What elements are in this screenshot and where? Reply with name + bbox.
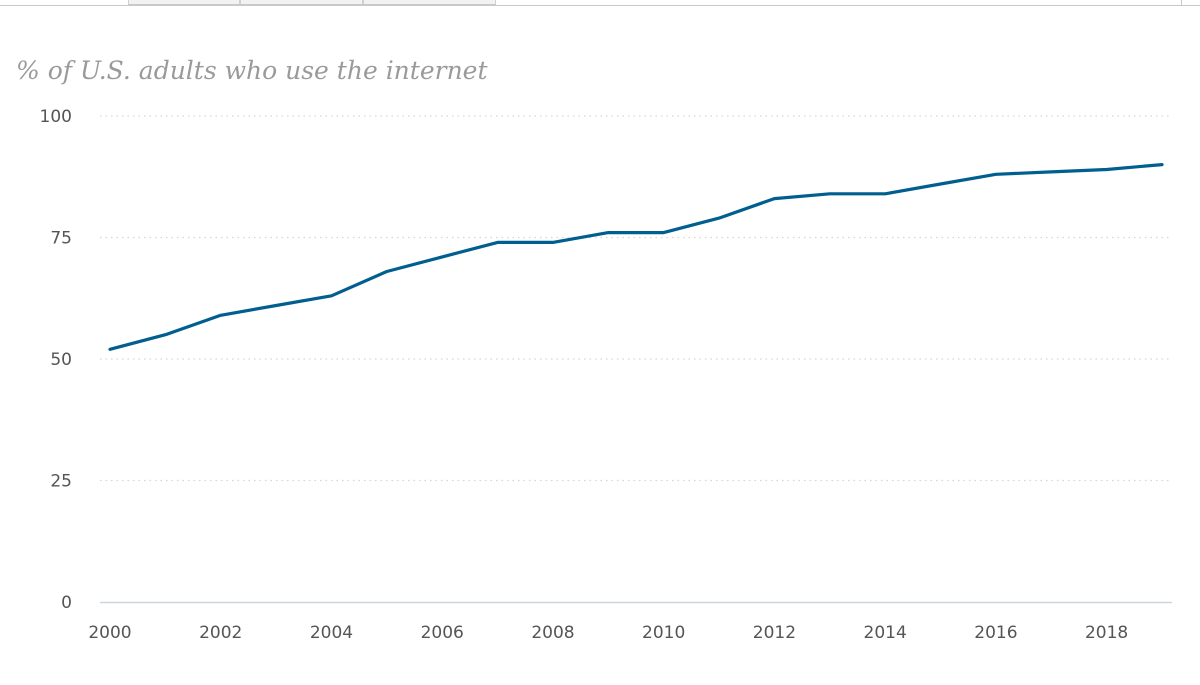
- chart-title: % of U.S. adults who use the internet: [16, 56, 488, 85]
- tab-2[interactable]: [240, 0, 363, 5]
- tab-3[interactable]: [363, 0, 496, 5]
- x-tick-label: 2000: [88, 623, 131, 643]
- series: [108, 163, 1164, 351]
- x-tick-label: 2010: [642, 623, 685, 643]
- tab-1[interactable]: [128, 0, 240, 5]
- x-tick-label: 2004: [310, 623, 353, 643]
- x-tick-label: 2002: [199, 623, 242, 643]
- x-tick-label: 2014: [864, 623, 907, 643]
- tab-strip: [0, 0, 1200, 7]
- x-tick-label: 2012: [753, 623, 796, 643]
- y-tick-label: 50: [50, 350, 72, 370]
- x-tick-label: 2016: [974, 623, 1017, 643]
- x-tick-label: 2018: [1085, 623, 1128, 643]
- x-tick-label: 2006: [421, 623, 464, 643]
- tab-strip-baseline: [0, 5, 1200, 6]
- y-tick-label: 25: [50, 472, 72, 492]
- x-tick-label: 2008: [531, 623, 574, 643]
- tab-strip-end-tick: [1181, 0, 1182, 6]
- series-line: [108, 163, 1164, 351]
- gridlines: [100, 115, 1172, 482]
- y-tick-label: 75: [50, 229, 72, 249]
- y-tick-label: 0: [61, 593, 72, 613]
- y-tick-label: 100: [40, 107, 72, 127]
- axes: 0 25 50 75 100 2000 2002 2004 2006 2008 2010 2012 20…: [40, 107, 1172, 643]
